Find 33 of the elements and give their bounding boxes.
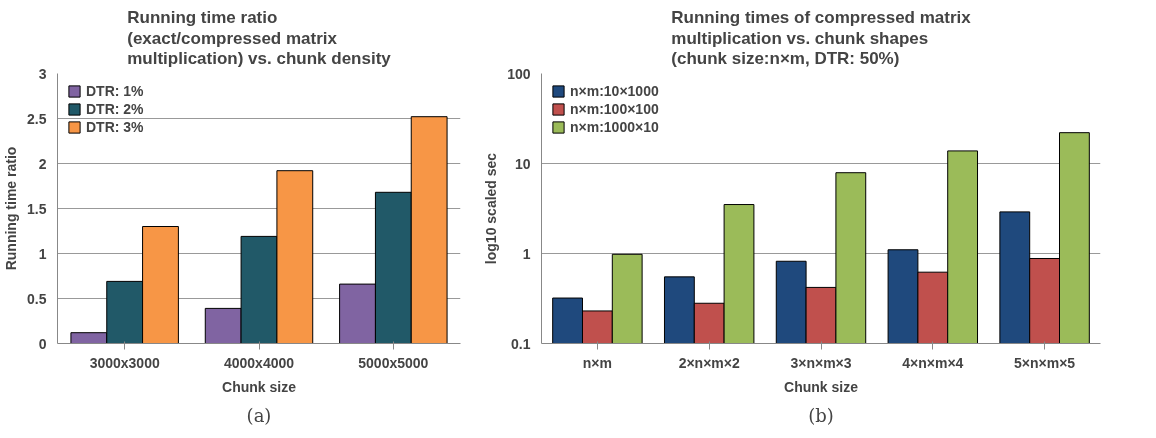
- y-tick-label: 0.5: [27, 290, 47, 307]
- y-tick-label: 0: [38, 335, 47, 352]
- legend-label: n×m:100×100: [570, 101, 659, 117]
- y-tick-label: 3: [38, 65, 47, 82]
- x-tick-label: n×m: [582, 354, 612, 371]
- y-axis-title: Running time ratio: [3, 146, 20, 271]
- x-tick-label: 4×n×m×4: [902, 354, 964, 371]
- text: (b): [808, 404, 834, 426]
- x-axis-title: Chunk size: [222, 378, 297, 395]
- chart-title: Running times of compressed matrix multiplication vs. chunk shapes (chunk size:n×m, DTR: 50%): [671, 7, 972, 69]
- y-tick-label: 100: [507, 65, 531, 82]
- y-tick-label: 1: [522, 245, 531, 262]
- x-tick-label: 4000x4000: [223, 354, 295, 371]
- y-tick-label: 2: [38, 155, 47, 172]
- legend-label: n×m:1000×10: [570, 119, 659, 135]
- legend-label: n×m:10×1000: [570, 83, 659, 99]
- y-tick-label: 10: [514, 155, 531, 172]
- x-tick-label: 3000x3000: [89, 354, 160, 371]
- y-axis-title: log10 scaled sec: [483, 152, 500, 265]
- chart-title: Running time ratio (exact/compressed matrix multiplication) vs. chunk density: [127, 7, 392, 69]
- legend-label: DTR: 2%: [86, 101, 144, 117]
- x-tick-label: 5000x5000: [358, 354, 429, 371]
- x-tick-label: 5×n×m×5: [1014, 354, 1076, 371]
- y-tick-label: 1.5: [27, 200, 47, 217]
- y-tick-label: 0.1: [511, 335, 531, 352]
- x-axis-title: Chunk size: [784, 378, 859, 395]
- legend-label: DTR: 3%: [86, 119, 144, 135]
- x-tick-label: 2×n×m×2: [678, 354, 740, 371]
- y-tick-label: 1: [38, 245, 47, 262]
- y-tick-label: 2.5: [27, 110, 47, 127]
- legend-label: DTR: 1%: [86, 83, 144, 99]
- text: (a): [246, 404, 272, 426]
- x-tick-label: 3×n×m×3: [790, 354, 852, 371]
